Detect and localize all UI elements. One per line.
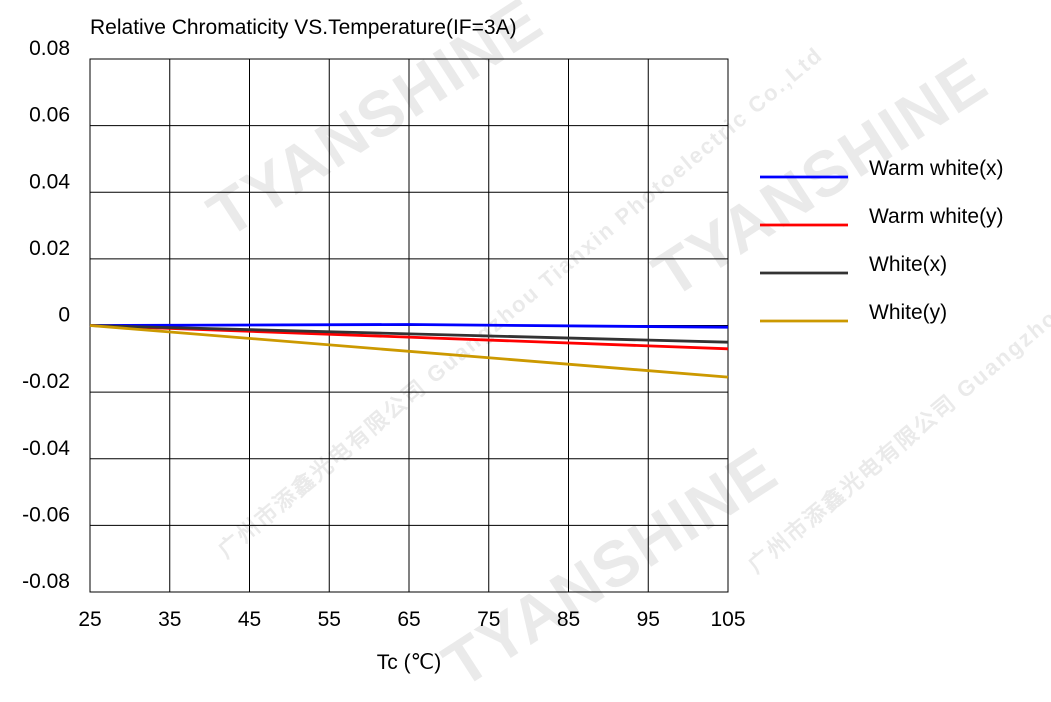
y-tick-label: 0.08 bbox=[29, 37, 70, 60]
x-tick-label: 65 bbox=[397, 608, 420, 631]
y-tick-label: 0.06 bbox=[29, 104, 70, 127]
x-tick-label: 25 bbox=[78, 608, 101, 631]
x-tick-label: 55 bbox=[318, 608, 341, 631]
x-tick-label: 35 bbox=[158, 608, 181, 631]
series-line bbox=[89, 323, 729, 329]
x-tick-label: 85 bbox=[557, 608, 580, 631]
y-tick-label: -0.04 bbox=[22, 437, 70, 460]
x-tick-label: 45 bbox=[238, 608, 261, 631]
x-tick-label: 105 bbox=[710, 608, 745, 631]
y-tick-label: -0.06 bbox=[22, 503, 70, 526]
y-tick-label: 0.02 bbox=[29, 237, 70, 260]
y-tick-label: 0.04 bbox=[29, 170, 70, 193]
x-tick-label: 95 bbox=[637, 608, 660, 631]
y-tick-label: -0.02 bbox=[22, 370, 70, 393]
chart: Relative Chromaticity VS.Temperature(IF=… bbox=[22, 16, 1004, 674]
chart-title: Relative Chromaticity VS.Temperature(IF=… bbox=[90, 16, 517, 39]
legend-label: White(x) bbox=[869, 253, 947, 276]
x-axis-label: Tc (℃) bbox=[377, 651, 441, 674]
legend-label: White(y) bbox=[869, 301, 947, 324]
series-line bbox=[89, 324, 729, 379]
y-tick-label: 0 bbox=[58, 304, 70, 327]
x-tick-label: 75 bbox=[477, 608, 500, 631]
y-tick-label: -0.08 bbox=[22, 570, 70, 593]
legend-label: Warm white(y) bbox=[869, 205, 1004, 228]
series-line bbox=[89, 324, 729, 344]
legend-label: Warm white(x) bbox=[869, 157, 1004, 180]
